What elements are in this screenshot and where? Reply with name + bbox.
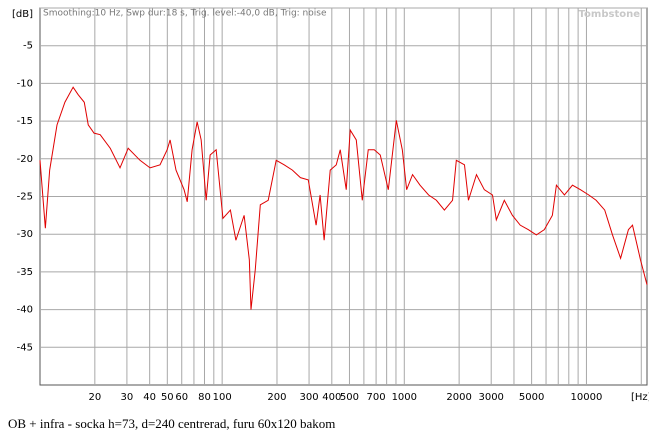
y-tick-label: -30 xyxy=(17,229,33,240)
y-tick-label: -15 xyxy=(17,116,33,127)
y-tick-label: -5 xyxy=(23,41,33,52)
x-tick-label: 300 xyxy=(300,392,319,403)
header: Smoothing:10 Hz, Swp dur:18 s, Trig. lev… xyxy=(43,9,327,19)
response-line xyxy=(39,86,648,310)
x-tick-label: 100 xyxy=(213,392,232,403)
x-tick-label: 30 xyxy=(121,392,134,403)
y-tick-label: -10 xyxy=(17,78,33,89)
y-tick-label: -40 xyxy=(17,305,33,316)
x-tick-label: 200 xyxy=(267,392,286,403)
y-tick-label: -25 xyxy=(17,192,33,203)
x-tick-label: 3000 xyxy=(478,392,503,403)
x-tick-label: 80 xyxy=(198,392,211,403)
y-tick-label: [dB] xyxy=(12,9,33,20)
x-tick-label: 50 xyxy=(161,392,174,403)
y-tick-label: -20 xyxy=(17,154,33,165)
x-tick-label: 60 xyxy=(175,392,188,403)
x-tick-label: 2000 xyxy=(446,392,471,403)
watermark: Tombstone xyxy=(579,9,641,20)
x-tick-label: 400 xyxy=(322,392,341,403)
caption: OB + infra - socka h=73, d=240 centrerad… xyxy=(8,416,335,431)
x-tick-label: 500 xyxy=(340,392,359,403)
x-tick-label: 10000 xyxy=(571,392,603,403)
y-tick-label: -45 xyxy=(17,342,33,353)
x-tick-label: 5000 xyxy=(519,392,544,403)
x-tick-label: 700 xyxy=(367,392,386,403)
x-tick-label: 20 xyxy=(88,392,101,403)
x-tick-label: 1000 xyxy=(392,392,417,403)
x-tick-label: [Hz] xyxy=(631,392,649,403)
x-tick-label: 40 xyxy=(143,392,156,403)
y-tick-label: -35 xyxy=(17,267,33,278)
